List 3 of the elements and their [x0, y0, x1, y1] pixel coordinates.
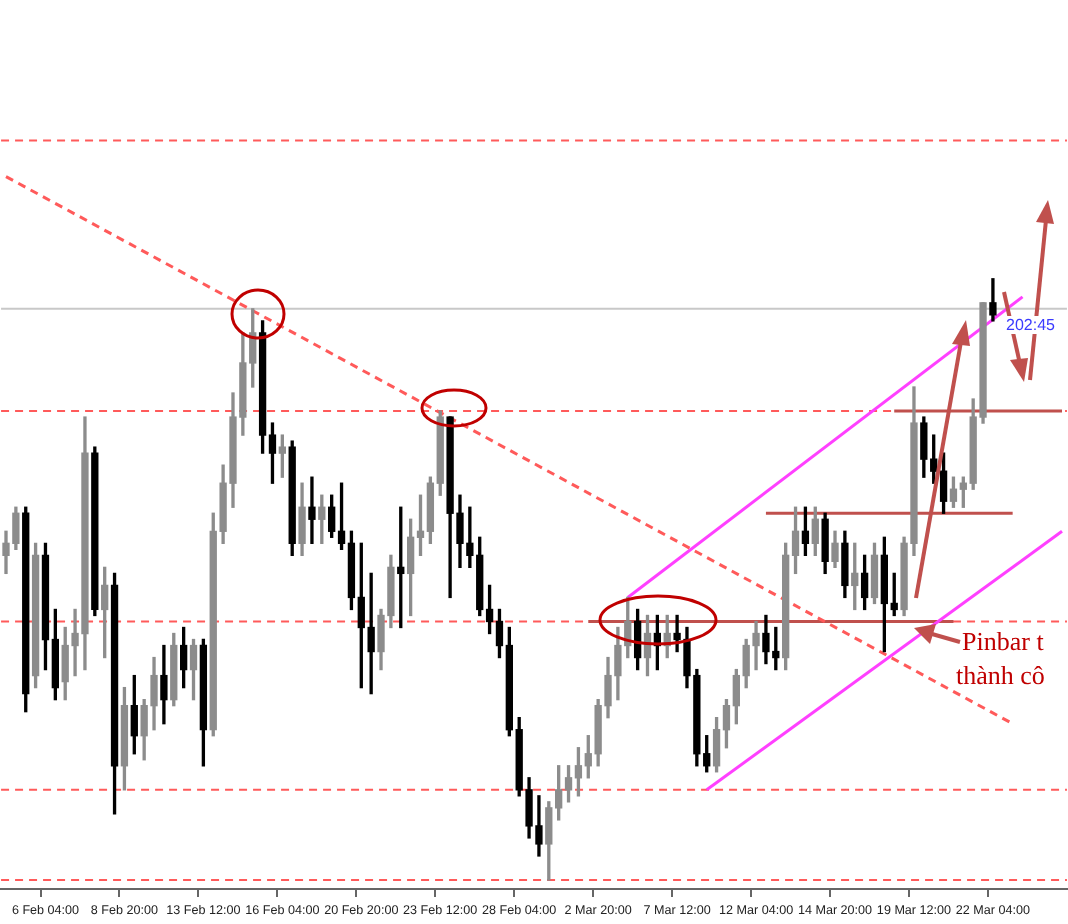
annotation: Pinbar t [962, 626, 1044, 658]
annotation: thành cô [956, 660, 1045, 692]
annotation: 202:45 [1006, 316, 1055, 334]
